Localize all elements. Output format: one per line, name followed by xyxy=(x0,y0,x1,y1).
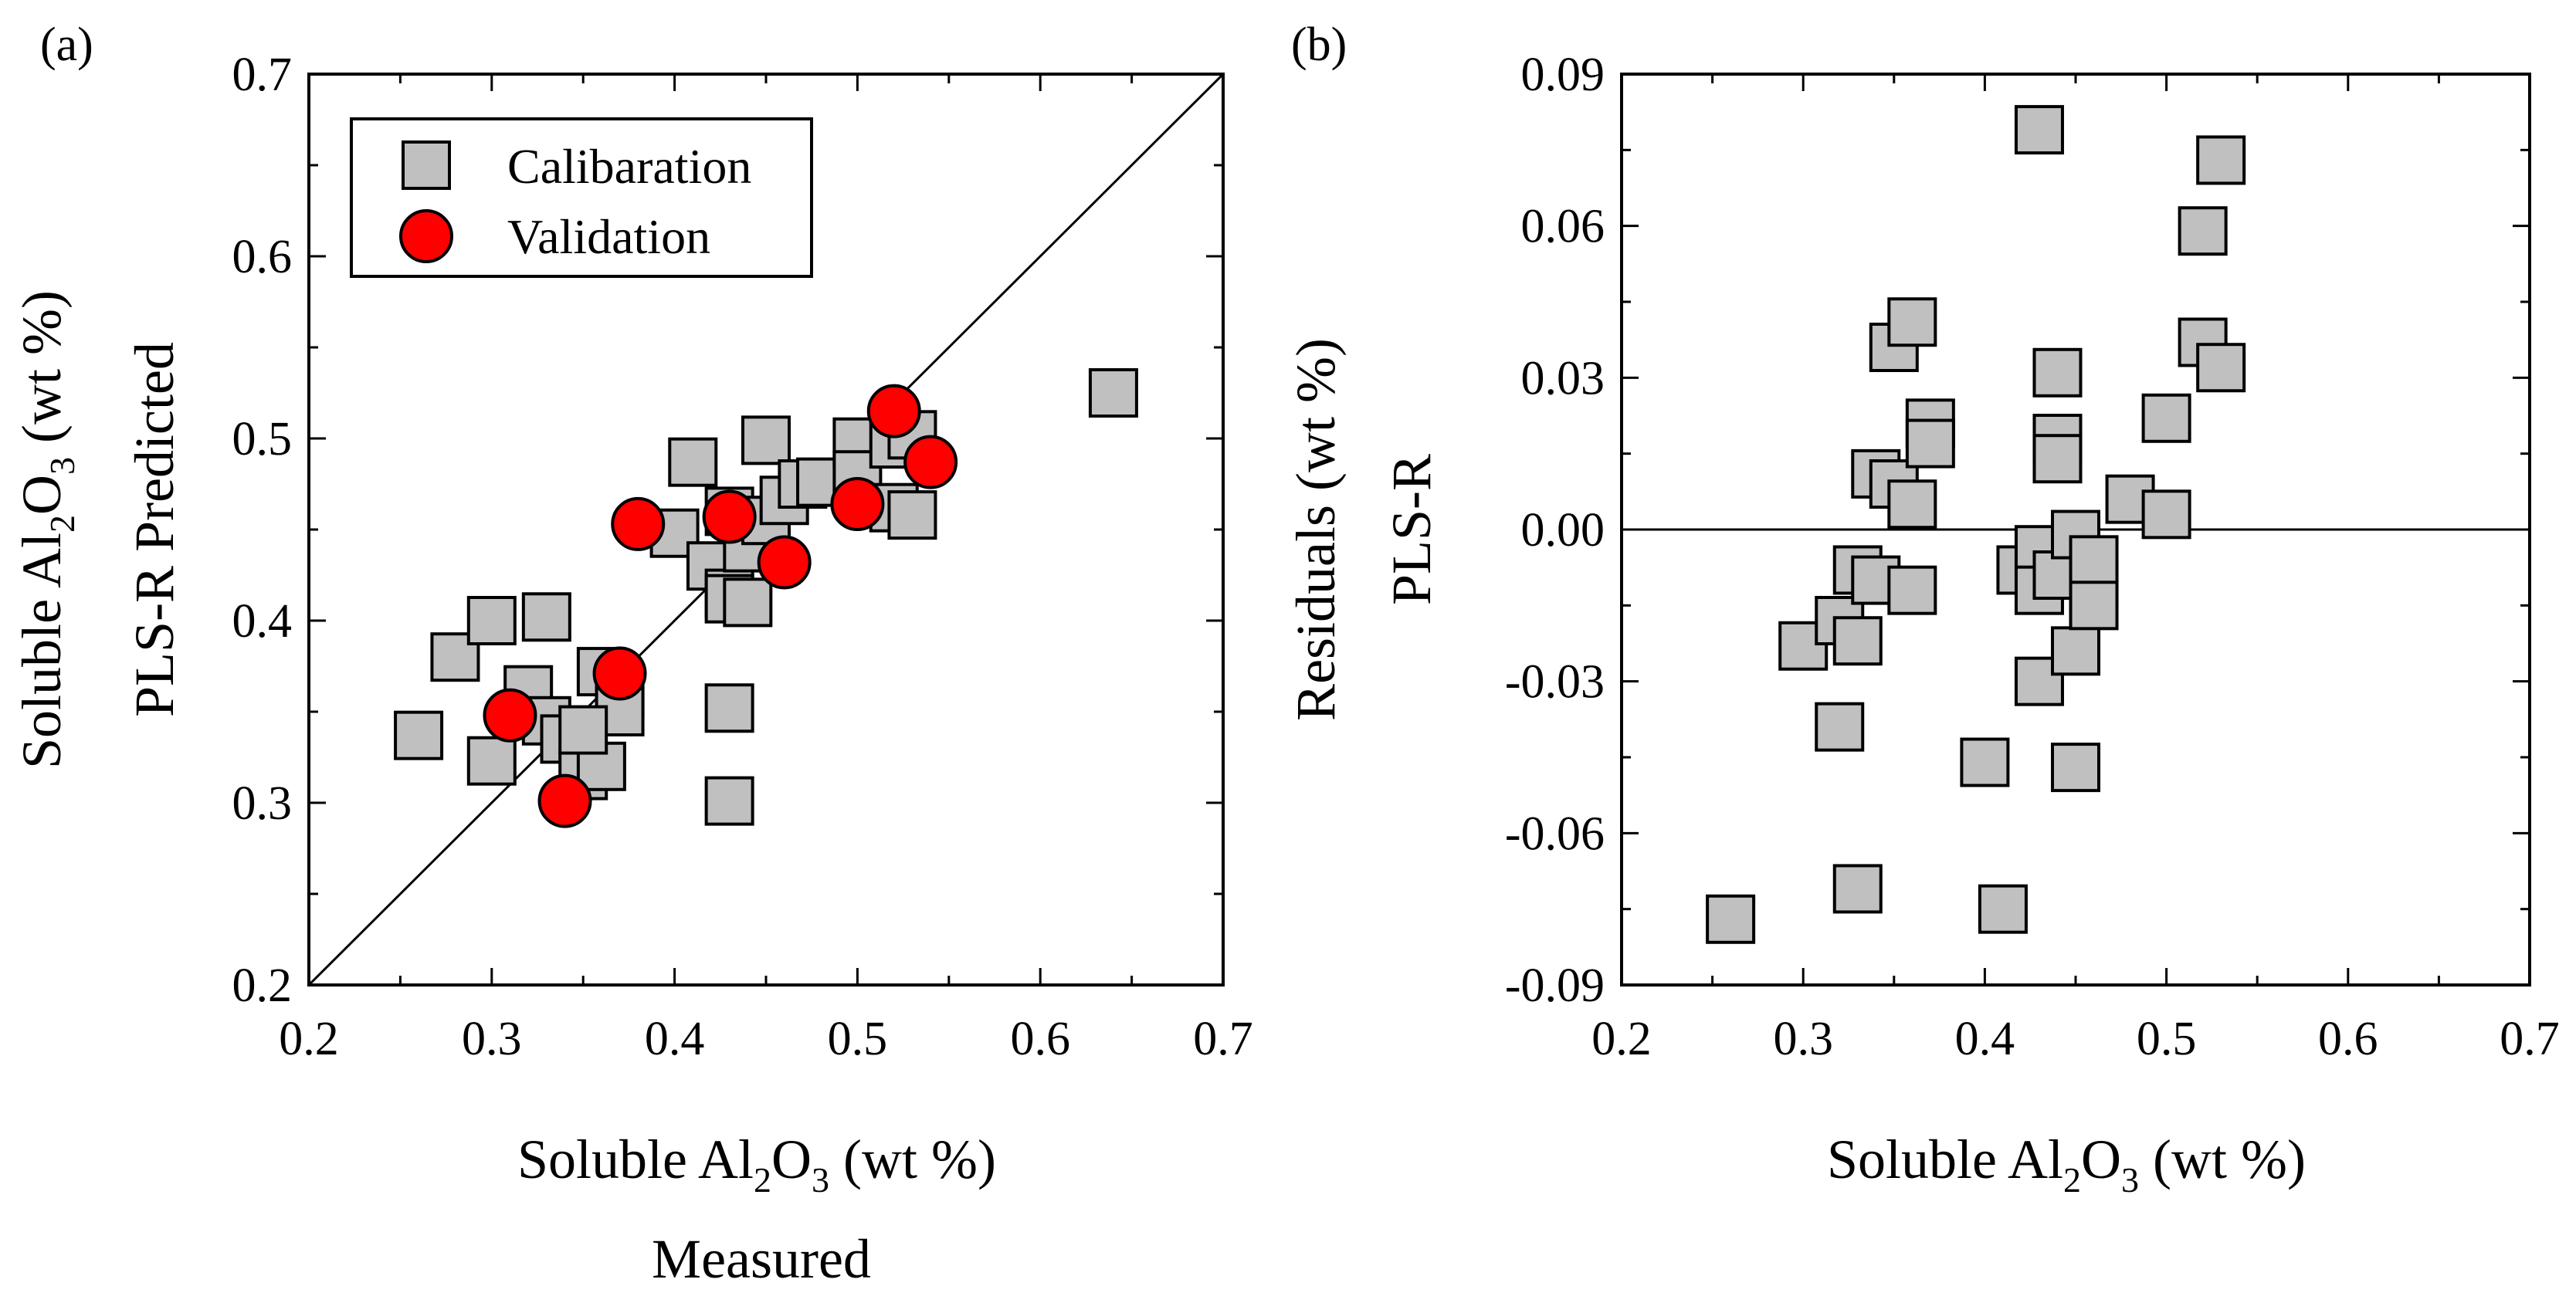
legend-validation-marker xyxy=(399,209,453,263)
panel-a-x-tick-label: 0.4 xyxy=(645,1013,705,1065)
panel-b-calibration-point xyxy=(2178,206,2228,256)
panel-a-validation-point xyxy=(702,489,757,544)
panel-b-x-tick-label: 0.6 xyxy=(2318,1013,2378,1065)
panel-a-validation-point xyxy=(611,496,666,551)
panel-b-x-tick-label: 0.5 xyxy=(2137,1013,2197,1065)
panel-b-calibration-point xyxy=(1706,894,1756,944)
panel-b-y-title-line1: Residuals (wt %) xyxy=(1285,338,1347,721)
panel-b-calibration-point xyxy=(1815,702,1865,752)
panel-b-x-tick-label: 0.7 xyxy=(2500,1013,2560,1065)
panel-b-y-title-line2: PLS-R xyxy=(1381,454,1442,605)
panel-b-calibration-point xyxy=(2051,626,2100,676)
panel-b-calibration-point xyxy=(1832,616,1883,666)
panel-b-calibration-point xyxy=(2032,434,2083,484)
panel-b-x-tick-label: 0.2 xyxy=(1591,1013,1652,1065)
panel-a-validation-point xyxy=(592,646,647,701)
panel-a-label: (a) xyxy=(40,19,93,71)
legend-calibration-marker xyxy=(402,140,451,190)
panel-b-y-tick-label: 0.09 xyxy=(1521,49,1605,101)
panel-a-validation-point xyxy=(757,535,812,590)
panel-b-calibration-point xyxy=(2069,580,2119,631)
legend-validation-label: Validation xyxy=(507,209,710,264)
panel-a-x-title-line2: Measured xyxy=(652,1228,871,1290)
panel-b-ticks: 0.2 0.3 0.4 0.5 0.6 0.7 -0.09 -0.06 -0.03 0.00 0.0… xyxy=(1505,49,2560,1065)
panel-a-x-tick-label: 0.2 xyxy=(279,1013,339,1065)
panel-a-y-title-line1: Soluble Al2O3 (wt %) xyxy=(11,290,82,769)
panel-b-calibration-point xyxy=(1832,864,1883,914)
panel-a-y-tick-label: 0.4 xyxy=(232,595,293,648)
panel-b-y-tick-label: 0.03 xyxy=(1521,352,1605,404)
panel-a-y-title-line2: PLS-R Predicted xyxy=(124,342,185,717)
panel-b-calibration-point xyxy=(1978,884,2028,934)
panel-a-y-tick-label: 0.6 xyxy=(232,231,293,283)
panel-a-chart: (a) 0.2 0.3 0.4 0.5 0.6 0.7 0.2 0.3 0.4 0.5 0.6 0.7… xyxy=(11,19,1253,1290)
panel-a-validation-point xyxy=(903,435,958,489)
panel-a-calibration-point xyxy=(1088,368,1138,418)
panel-b-x-tick-label: 0.4 xyxy=(1955,1013,2015,1065)
panel-b-y-tick-label: -0.03 xyxy=(1505,656,1605,709)
panel-b-calibration-point xyxy=(2014,105,2064,155)
panel-b-calibration-point xyxy=(2032,347,2083,398)
panel-a-calibration-point xyxy=(704,776,754,826)
panel-b-calibration-point xyxy=(1887,297,1937,347)
panel-a-y-tick-label: 0.2 xyxy=(232,959,293,1012)
panel-a-calibration-point xyxy=(668,437,718,487)
panel-a-validation-point xyxy=(830,476,885,531)
panel-b-calibration-point xyxy=(2196,343,2246,393)
panel-b-label: (b) xyxy=(1291,19,1347,71)
panel-b-calibration-point xyxy=(2141,393,2191,443)
panel-a-y-tick-label: 0.5 xyxy=(232,413,293,465)
panel-a-calibration-point xyxy=(704,683,754,733)
panel-b-frame xyxy=(1620,73,2531,987)
panel-a-ticks: 0.2 0.3 0.4 0.5 0.6 0.7 0.2 0.3 0.4 0.5 0.6 0.7 xyxy=(232,49,1253,1065)
panel-b-calibration-point xyxy=(1887,479,1937,530)
panel-b-calibration-point xyxy=(2069,535,2119,585)
panel-a-y-tick-label: 0.7 xyxy=(232,49,293,101)
panel-b-y-tick-label: -0.09 xyxy=(1505,959,1605,1012)
panel-b-calibration-point xyxy=(1905,418,1955,469)
legend-calibration-label: Calibaration xyxy=(507,139,751,194)
panel-b-calibration-point xyxy=(1960,737,2010,787)
panel-a-x-tick-label: 0.3 xyxy=(462,1013,522,1065)
panel-a-y-tick-label: 0.3 xyxy=(232,777,293,830)
panel-a-calibration-point xyxy=(887,490,937,540)
panel-b-calibration-point xyxy=(2141,489,2191,540)
panel-a-points xyxy=(394,368,1138,828)
panel-a-calibration-point xyxy=(466,736,517,786)
panel-b-y-tick-label: 0.00 xyxy=(1521,504,1605,557)
panel-a-calibration-point xyxy=(723,577,773,628)
panel-a-frame xyxy=(307,73,1225,987)
panel-b-y-tick-label: 0.06 xyxy=(1521,201,1605,253)
panel-a-calibration-point xyxy=(521,592,571,642)
panel-a-validation-point xyxy=(483,688,537,743)
panel-a-validation-point xyxy=(866,384,921,438)
panel-b-y-tick-label: -0.06 xyxy=(1505,807,1605,860)
panel-a-x-tick-label: 0.7 xyxy=(1193,1013,1253,1065)
panel-a-calibration-point xyxy=(466,596,517,645)
legend: Calibaration Validation xyxy=(350,117,813,278)
panel-b-x-tick-label: 0.3 xyxy=(1773,1013,1833,1065)
panel-b-calibration-point xyxy=(1887,565,1937,615)
panel-a-calibration-point xyxy=(394,710,444,760)
panel-b-x-title: Soluble Al2O3 (wt %) xyxy=(1827,1129,2306,1200)
panel-b-points xyxy=(1706,105,2246,944)
panel-a-x-tick-label: 0.6 xyxy=(1010,1013,1070,1065)
panel-a-validation-point xyxy=(537,773,592,828)
panel-b-chart: (b) 0.2 0.3 0.4 0.5 0.6 0.7 -0.09 -0.06 -0.03 0.0… xyxy=(1285,19,2560,1200)
panel-b-calibration-point xyxy=(2196,135,2246,185)
panel-a-calibration-point xyxy=(558,705,608,755)
panel-b-calibration-point xyxy=(2051,743,2100,793)
panel-a-calibration-point xyxy=(741,415,791,465)
panel-a-x-tick-label: 0.5 xyxy=(828,1013,888,1065)
panel-a-x-title-line1: Soluble Al2O3 (wt %) xyxy=(517,1129,996,1200)
